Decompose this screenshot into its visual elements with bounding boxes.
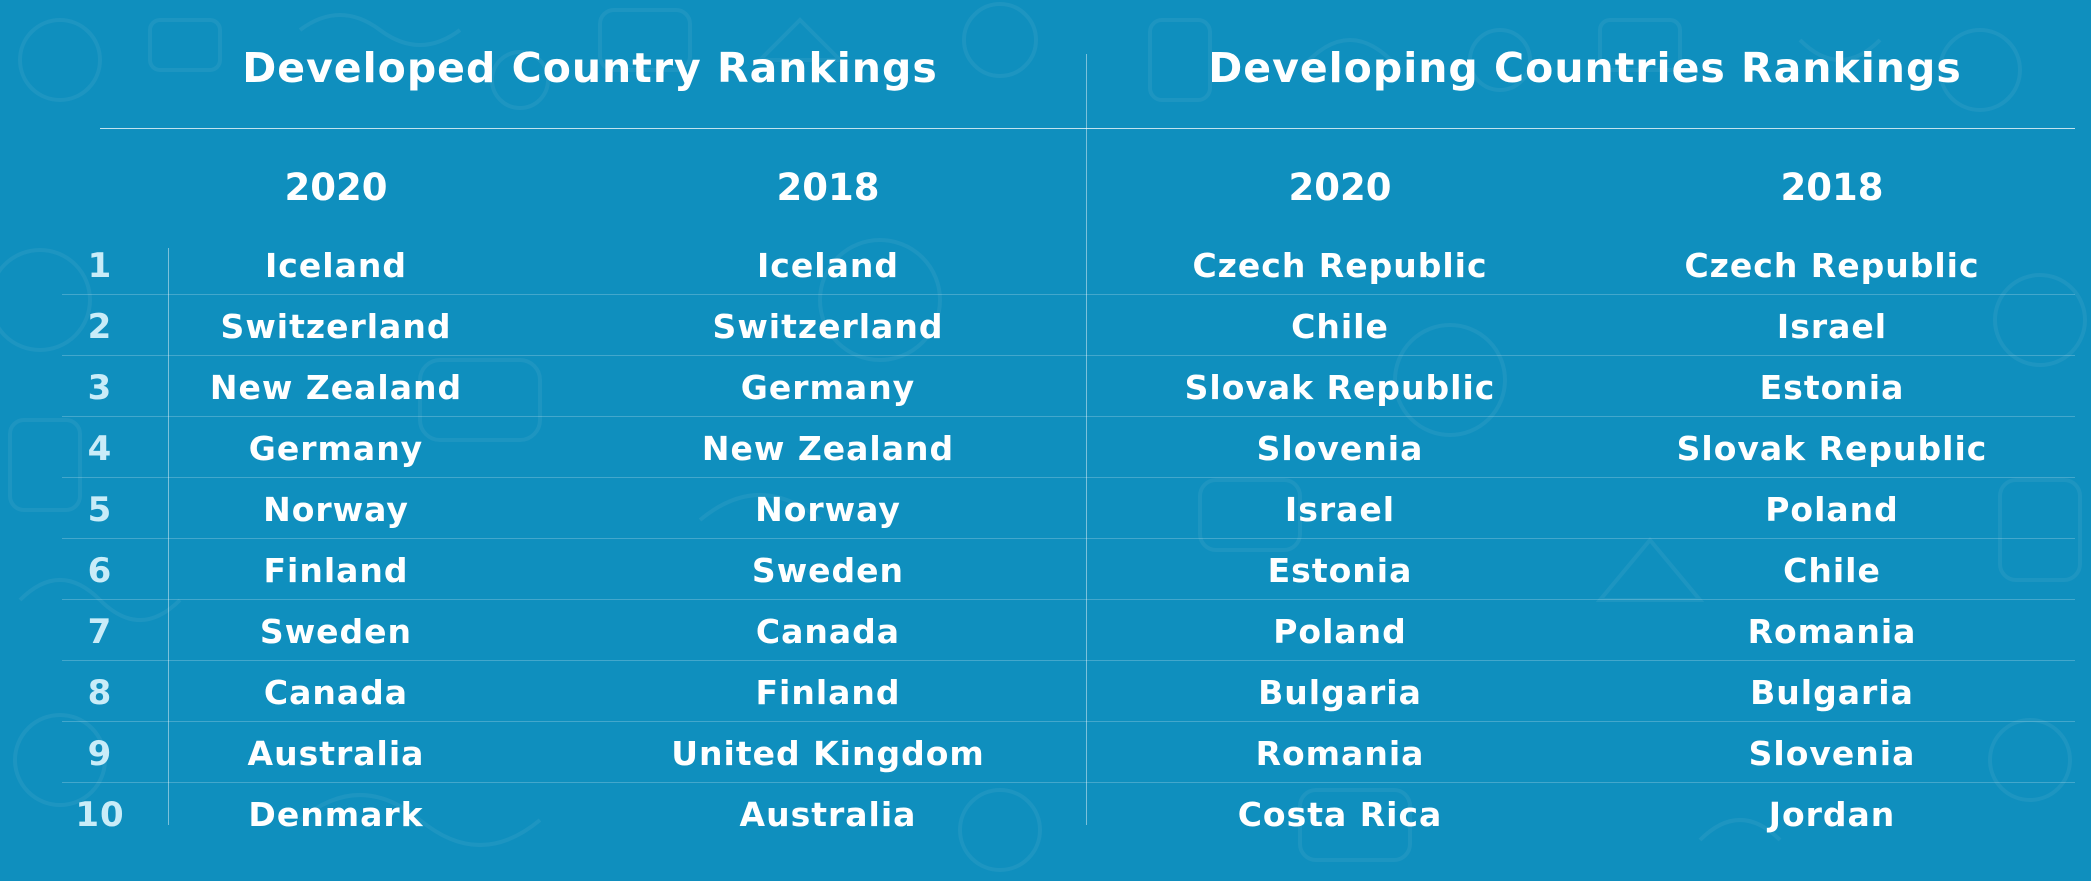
developing-2018-country: Bulgaria <box>1750 673 1914 712</box>
developed-2020-header: 2020 <box>284 166 388 209</box>
developed-2020-country: New Zealand <box>209 368 463 407</box>
developing-2020-country: Chile <box>1291 307 1389 346</box>
developed-2018-country: Iceland <box>757 246 899 285</box>
developing-2020-country: Czech Republic <box>1192 246 1488 285</box>
rank-number: 3 <box>87 368 113 408</box>
developing-2020-header: 2020 <box>1288 166 1392 209</box>
table-row: 1 Iceland Iceland Czech Republic Czech Repub… <box>62 234 2075 295</box>
rank-number: 4 <box>87 429 113 469</box>
developed-2020-country: Denmark <box>248 795 424 834</box>
developing-2018-country: Estonia <box>1759 368 1905 407</box>
developed-2020-country: Sweden <box>259 612 413 651</box>
table-row: 9 Australia United Kingdom Romania Slovenia <box>62 722 2075 783</box>
developing-2020-country: Bulgaria <box>1258 673 1422 712</box>
developed-2020-country: Norway <box>263 490 409 529</box>
header-divider <box>100 128 2075 129</box>
developed-2018-country: Germany <box>740 368 916 407</box>
developing-2020-country: Slovak Republic <box>1184 368 1496 407</box>
rank-number: 10 <box>75 795 125 835</box>
table-row: 4 Germany New Zealand Slovenia Slovak Republ… <box>62 417 2075 478</box>
developing-2020-country: Poland <box>1273 612 1407 651</box>
rank-number: 2 <box>87 307 113 347</box>
developing-2018-country: Poland <box>1765 490 1899 529</box>
rank-number: 1 <box>87 246 113 286</box>
developed-2018-country: Canada <box>755 612 901 651</box>
table-row: 6 Finland Sweden Estonia Chile <box>62 539 2075 600</box>
developed-2018-header: 2018 <box>776 166 880 209</box>
developed-2020-country: Canada <box>263 673 409 712</box>
table-row: 7 Sweden Canada Poland Romania <box>62 600 2075 661</box>
table-row: 5 Norway Norway Israel Poland <box>62 478 2075 539</box>
developed-2020-country: Switzerland <box>220 307 452 346</box>
developing-rankings-title: Developing Countries Rankings <box>1208 44 1962 92</box>
developing-2018-country: Slovenia <box>1748 734 1916 773</box>
developing-2020-country: Slovenia <box>1256 429 1424 468</box>
developing-2018-country: Slovak Republic <box>1676 429 1988 468</box>
rank-number: 9 <box>87 734 113 774</box>
rank-column-divider <box>168 248 169 825</box>
rankings-table: 1 Iceland Iceland Czech Republic Czech Repub… <box>62 234 2075 843</box>
rank-number: 8 <box>87 673 113 713</box>
developed-2018-country: Norway <box>755 490 901 529</box>
developing-2020-country: Estonia <box>1267 551 1413 590</box>
section-divider <box>1086 54 1087 825</box>
developing-2018-country: Romania <box>1747 612 1917 651</box>
developed-2018-country: Sweden <box>751 551 905 590</box>
developing-2020-country: Romania <box>1255 734 1425 773</box>
developed-rankings-title: Developed Country Rankings <box>242 44 938 92</box>
rank-number: 6 <box>87 551 113 591</box>
table-row: 3 New Zealand Germany Slovak Republic Estoni… <box>62 356 2075 417</box>
developing-2018-header: 2018 <box>1780 166 1884 209</box>
table-row: 10 Denmark Australia Costa Rica Jordan <box>62 783 2075 843</box>
developed-2018-country: United Kingdom <box>671 734 985 773</box>
developing-2018-country: Israel <box>1776 307 1888 346</box>
table-row: 8 Canada Finland Bulgaria Bulgaria <box>62 661 2075 722</box>
table-row: 2 Switzerland Switzerland Chile Israel <box>62 295 2075 356</box>
developed-2018-country: New Zealand <box>701 429 955 468</box>
developing-2020-country: Costa Rica <box>1237 795 1443 834</box>
developed-2020-country: Iceland <box>265 246 407 285</box>
developing-2018-country: Chile <box>1783 551 1881 590</box>
developed-2020-country: Germany <box>248 429 424 468</box>
developing-2020-country: Israel <box>1284 490 1396 529</box>
rank-number: 7 <box>87 612 113 652</box>
developed-2018-country: Switzerland <box>712 307 944 346</box>
developing-2018-country: Czech Republic <box>1684 246 1980 285</box>
developed-2020-country: Australia <box>247 734 425 773</box>
developed-2020-country: Finland <box>263 551 409 590</box>
developed-2018-country: Australia <box>739 795 917 834</box>
developed-2018-country: Finland <box>755 673 901 712</box>
developing-2018-country: Jordan <box>1768 795 1896 834</box>
rank-number: 5 <box>87 490 113 530</box>
